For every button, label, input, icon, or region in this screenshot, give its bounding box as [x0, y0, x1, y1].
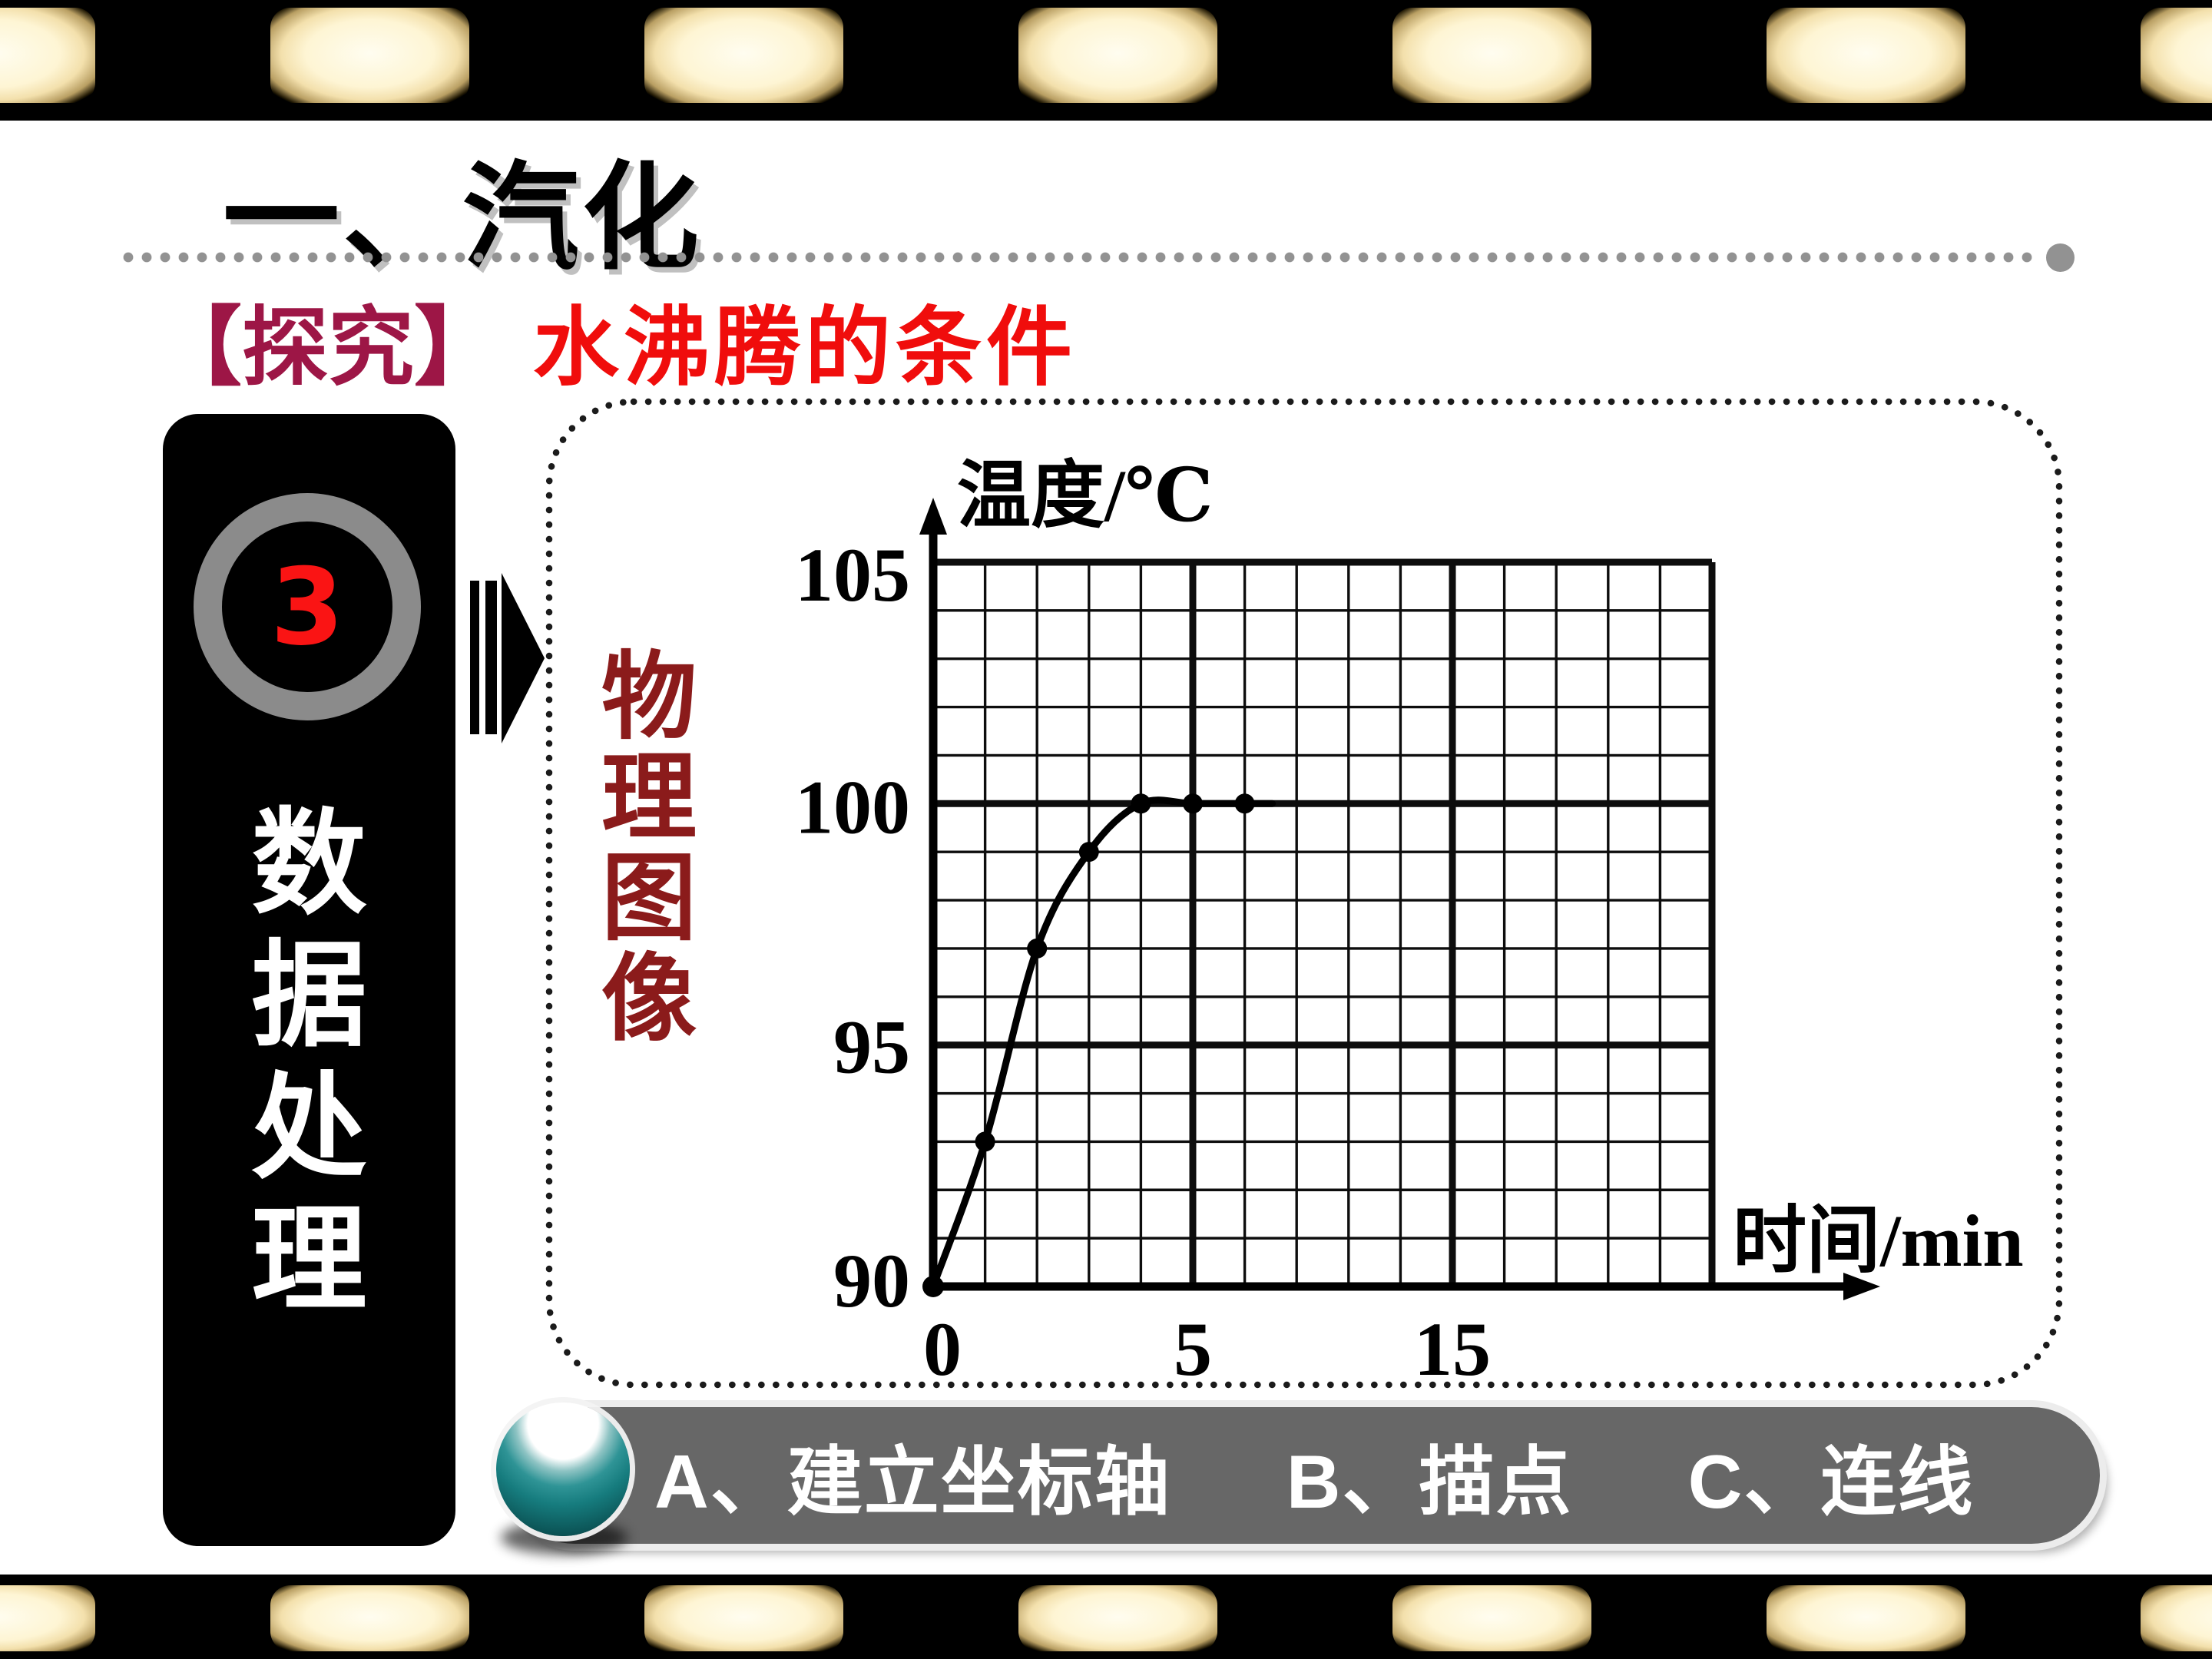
vertical-char: 图 — [601, 846, 697, 952]
separator-end-dot — [2046, 243, 2075, 272]
data-point — [1183, 793, 1203, 814]
film-cell — [644, 1585, 843, 1651]
vertical-char: 数 — [251, 801, 367, 929]
footer-step-b: B、描点 — [1286, 1439, 1573, 1524]
film-cell — [270, 1585, 469, 1651]
flow-arrow-icon — [470, 573, 545, 743]
vertical-char: 理 — [251, 1197, 367, 1325]
y-tick-label: 105 — [795, 532, 910, 618]
data-point — [922, 1276, 944, 1297]
film-cell — [2141, 8, 2212, 103]
x-tick-label: 15 — [1414, 1306, 1491, 1392]
section-heading-row: 【探究】 水沸腾的条件 — [0, 278, 2212, 396]
footer-step-a: A、建立坐标轴 — [654, 1439, 1171, 1524]
data-point — [1234, 793, 1255, 814]
dotted-separator — [119, 252, 2039, 263]
film-cell — [0, 1585, 95, 1651]
film-strip-bottom — [0, 1575, 2212, 1659]
y-tick-label: 90 — [833, 1238, 910, 1323]
vertical-char: 理 — [601, 746, 697, 851]
step-number: 3 — [270, 545, 345, 669]
vertical-char: 像 — [601, 947, 697, 1052]
film-cell — [270, 8, 469, 103]
section-title: 水沸腾的条件 — [533, 300, 1077, 396]
x-tick-label: 5 — [1174, 1306, 1212, 1392]
step-sidebar: 3 数据处理 — [163, 414, 455, 1546]
dashed-panel-border — [545, 398, 2063, 1389]
data-point — [1131, 793, 1151, 814]
y-tick-label: 95 — [833, 1005, 910, 1090]
footer-step-c: C、连线 — [1687, 1439, 1975, 1524]
film-cell — [644, 8, 843, 103]
film-cell — [1392, 1585, 1591, 1651]
film-cell — [0, 8, 95, 103]
step-label-vertical: 数据处理 — [163, 799, 455, 1327]
footer-steps-bar: A、建立坐标轴 B、描点 C、连线 — [506, 1407, 2100, 1544]
film-cell — [1392, 8, 1591, 103]
y-tick-label: 100 — [795, 764, 910, 849]
vertical-char: 物 — [601, 645, 697, 750]
film-strip-top — [0, 0, 2212, 121]
panel-caption-vertical: 物理图像 — [600, 647, 698, 1050]
chart-tick-labels: 105 100 95 900 5 15 — [795, 532, 1491, 1392]
data-point — [975, 1131, 995, 1152]
film-cell — [1018, 1585, 1217, 1651]
film-cell — [1018, 8, 1217, 103]
film-cell — [1767, 8, 1965, 103]
teal-sphere-icon — [496, 1402, 630, 1536]
x-tick-label: 0 — [923, 1306, 962, 1392]
y-axis-title: 温度/℃ — [957, 455, 1214, 537]
vertical-char: 据 — [251, 933, 367, 1061]
data-point — [1078, 842, 1099, 863]
chart-axes — [919, 498, 1880, 1300]
data-point — [1027, 938, 1048, 959]
film-cell — [2141, 1585, 2212, 1651]
film-cell — [1767, 1585, 1965, 1651]
vertical-char: 处 — [251, 1065, 367, 1193]
data-points — [922, 793, 1255, 1297]
explore-bracket-label: 【探究】 — [156, 300, 500, 396]
x-axis-title: 时间/min — [1733, 1200, 2024, 1282]
